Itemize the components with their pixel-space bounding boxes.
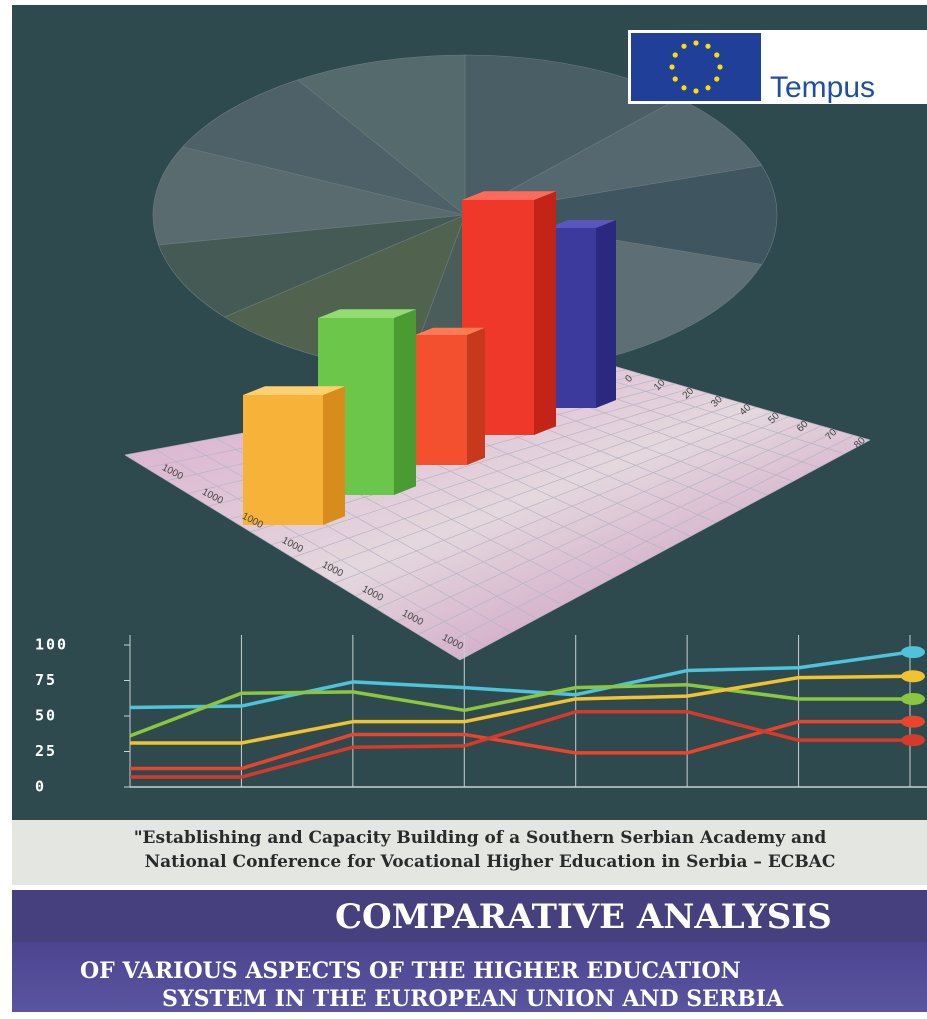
series-end-dot [901, 693, 925, 705]
series-end-dot [901, 670, 925, 682]
title: COMPARATIVE ANALYSIS [335, 897, 832, 937]
y-tick-label: 50 [35, 707, 57, 725]
page: 0102030405060708010001000100010001000100… [0, 0, 927, 1019]
bar-side [596, 220, 616, 408]
star [681, 85, 686, 90]
series-end-dot [901, 716, 925, 728]
star [693, 88, 698, 93]
subtitle-line: SYSTEM IN THE EUROPEAN UNION AND SERBIA [162, 986, 784, 1012]
project-line: National Conference for Vocational Highe… [145, 852, 836, 872]
bar-side [394, 309, 416, 495]
bar-front [415, 335, 467, 465]
star [669, 64, 674, 69]
y-tick-label: 75 [35, 671, 57, 689]
subtitle-line: OF VARIOUS ASPECTS OF THE HIGHER EDUCATI… [80, 958, 741, 984]
bar-side [467, 328, 485, 465]
y-tick-label: 100 [35, 636, 68, 654]
star [705, 44, 710, 49]
y-tick-label: 0 [35, 778, 46, 796]
cover: 0102030405060708010001000100010001000100… [0, 0, 927, 1019]
bar-side [534, 191, 556, 435]
series-end-dot [901, 646, 925, 658]
star [717, 64, 722, 69]
star [681, 44, 686, 49]
star [714, 76, 719, 81]
y-tick-label: 25 [35, 742, 57, 760]
series-end-dot [901, 734, 925, 746]
star [673, 52, 678, 57]
project-line: "Establishing and Capacity Building of a… [134, 828, 827, 848]
logo-text: Tempus [770, 71, 875, 104]
star [693, 40, 698, 45]
bar-side [323, 386, 345, 525]
bar-front [243, 395, 323, 525]
star [673, 76, 678, 81]
star [705, 85, 710, 90]
star [714, 52, 719, 57]
